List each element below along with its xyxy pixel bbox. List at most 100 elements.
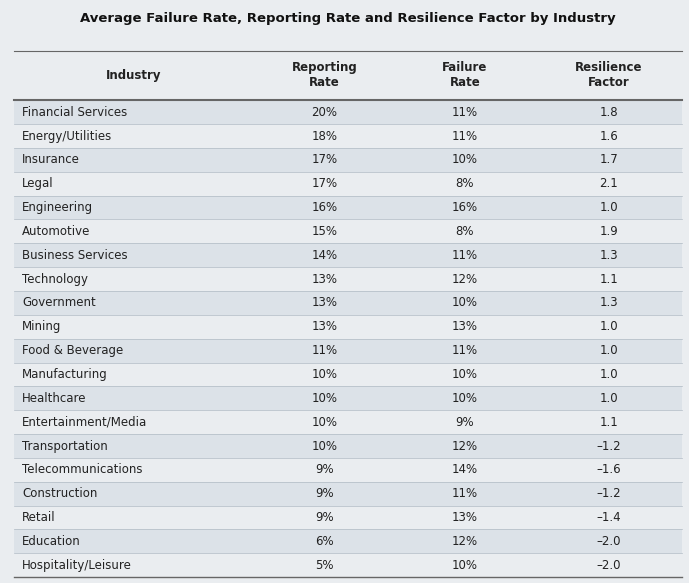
Text: –2.0: –2.0 [597,559,621,572]
Bar [14,434,682,458]
Text: 5%: 5% [316,559,333,572]
Bar [14,291,682,315]
Text: 9%: 9% [316,511,334,524]
Text: 11%: 11% [452,129,478,142]
Text: Energy/Utilities: Energy/Utilities [22,129,112,142]
Text: Mining: Mining [22,320,61,333]
Text: 8%: 8% [455,177,474,190]
Text: 10%: 10% [311,368,338,381]
Text: 20%: 20% [311,106,338,119]
Text: 10%: 10% [452,297,478,310]
Bar [14,482,682,505]
Text: Hospitality/Leisure: Hospitality/Leisure [22,559,132,572]
Text: Average Failure Rate, Reporting Rate and Resilience Factor by Industry: Average Failure Rate, Reporting Rate and… [80,12,616,24]
Text: –2.0: –2.0 [597,535,621,548]
Text: 1.1: 1.1 [599,416,618,429]
Text: 16%: 16% [452,201,478,214]
Text: 12%: 12% [452,535,478,548]
Text: 10%: 10% [452,392,478,405]
Text: 1.0: 1.0 [599,201,618,214]
Text: Automotive: Automotive [22,225,90,238]
Text: 1.0: 1.0 [599,392,618,405]
Bar [14,267,682,291]
Bar [14,196,682,219]
Text: Entertainment/Media: Entertainment/Media [22,416,147,429]
Text: Transportation: Transportation [22,440,107,452]
Text: 9%: 9% [316,463,334,476]
Bar [14,172,682,196]
Text: 1.3: 1.3 [599,297,618,310]
Bar [14,410,682,434]
Text: 1.8: 1.8 [599,106,618,119]
Text: 1.1: 1.1 [599,273,618,286]
Text: 14%: 14% [311,249,338,262]
Text: 10%: 10% [452,559,478,572]
Bar [14,505,682,529]
Bar [14,458,682,482]
Bar [14,339,682,363]
Text: Legal: Legal [22,177,54,190]
Text: 12%: 12% [452,273,478,286]
Text: Food & Beverage: Food & Beverage [22,344,123,357]
Text: Manufacturing: Manufacturing [22,368,107,381]
Text: 9%: 9% [455,416,474,429]
Text: 18%: 18% [311,129,338,142]
Text: Technology: Technology [22,273,88,286]
Text: –1.2: –1.2 [596,440,621,452]
Text: Retail: Retail [22,511,56,524]
Text: Reporting
Rate: Reporting Rate [291,61,358,90]
Bar [14,243,682,267]
Text: 10%: 10% [452,153,478,166]
Text: Industry: Industry [106,69,162,82]
Text: 1.6: 1.6 [599,129,618,142]
Text: 11%: 11% [311,344,338,357]
Bar [14,148,682,172]
Text: 1.0: 1.0 [599,320,618,333]
Text: 1.0: 1.0 [599,344,618,357]
Text: Business Services: Business Services [22,249,127,262]
Text: 11%: 11% [452,344,478,357]
Text: 10%: 10% [311,416,338,429]
Text: 10%: 10% [452,368,478,381]
Text: 11%: 11% [452,487,478,500]
Text: 9%: 9% [316,487,334,500]
Bar [14,315,682,339]
Text: 13%: 13% [452,511,478,524]
Bar [14,553,682,577]
Text: 17%: 17% [311,153,338,166]
Text: 11%: 11% [452,249,478,262]
Text: Engineering: Engineering [22,201,93,214]
Text: Telecommunications: Telecommunications [22,463,143,476]
Bar [14,124,682,148]
Text: Resilience
Factor: Resilience Factor [575,61,642,90]
Text: 13%: 13% [311,273,338,286]
Text: Financial Services: Financial Services [22,106,127,119]
Text: 10%: 10% [311,440,338,452]
Text: 13%: 13% [311,297,338,310]
Bar [14,51,682,100]
Text: 13%: 13% [452,320,478,333]
Bar [14,100,682,124]
Text: Failure
Rate: Failure Rate [442,61,488,90]
Text: Construction: Construction [22,487,97,500]
Text: 8%: 8% [455,225,474,238]
Text: 1.7: 1.7 [599,153,618,166]
Text: 1.3: 1.3 [599,249,618,262]
Bar [14,219,682,243]
Text: 13%: 13% [311,320,338,333]
Text: 17%: 17% [311,177,338,190]
Text: –1.2: –1.2 [596,487,621,500]
Text: Government: Government [22,297,96,310]
Text: 10%: 10% [311,392,338,405]
Text: Healthcare: Healthcare [22,392,87,405]
Text: 14%: 14% [452,463,478,476]
Text: 2.1: 2.1 [599,177,618,190]
Text: 1.0: 1.0 [599,368,618,381]
Text: Insurance: Insurance [22,153,80,166]
Text: 6%: 6% [316,535,334,548]
Text: 15%: 15% [311,225,338,238]
Bar [14,529,682,553]
Text: Education: Education [22,535,81,548]
Text: –1.6: –1.6 [596,463,621,476]
Text: –1.4: –1.4 [596,511,621,524]
